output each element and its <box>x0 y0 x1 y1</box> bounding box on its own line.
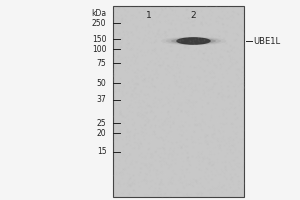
Ellipse shape <box>166 37 221 45</box>
Ellipse shape <box>171 38 216 44</box>
Text: 100: 100 <box>92 45 106 53</box>
Text: 25: 25 <box>97 118 106 128</box>
Text: 75: 75 <box>97 58 106 68</box>
Ellipse shape <box>176 37 211 45</box>
Text: kDa: kDa <box>92 8 106 18</box>
Text: 150: 150 <box>92 34 106 44</box>
Text: 50: 50 <box>97 78 106 88</box>
Ellipse shape <box>161 37 226 45</box>
Text: 37: 37 <box>97 96 106 104</box>
Bar <box>112 6 244 197</box>
Text: 2: 2 <box>191 10 196 20</box>
Text: 15: 15 <box>97 148 106 156</box>
Text: UBE1L: UBE1L <box>254 36 280 46</box>
Text: 20: 20 <box>97 129 106 138</box>
Text: 1: 1 <box>146 10 152 20</box>
Text: 250: 250 <box>92 19 106 27</box>
